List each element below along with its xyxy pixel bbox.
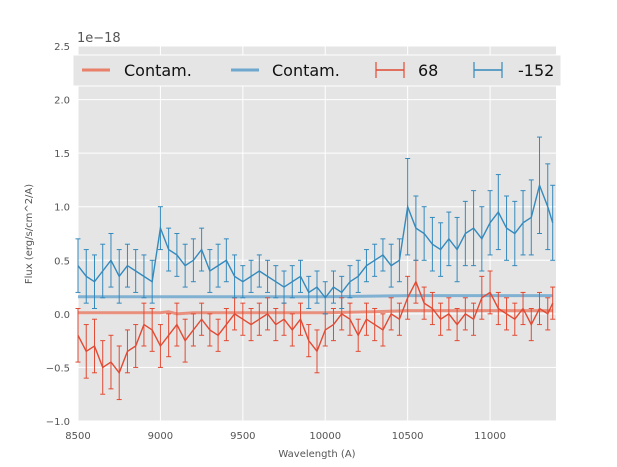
x-tick-label: 10500 [392, 431, 424, 442]
legend-label: -152 [518, 61, 554, 80]
x-tick-label: 11000 [474, 431, 506, 442]
series-line [77, 280, 554, 375]
y-tick-label: 0.0 [54, 310, 70, 321]
legend-label: 68 [418, 61, 438, 80]
y-tick-label: 0.5 [54, 256, 70, 267]
y-offset-label: 1e−18 [77, 31, 121, 46]
legend-label: Contam. [124, 61, 192, 80]
y-tick-label: 2.5 [54, 42, 70, 53]
series-line [77, 182, 554, 299]
legend: Contam. Contam. 68 -152 [72, 54, 562, 87]
legend-label: Contam. [272, 61, 340, 80]
x-tick-labels: 8500 9000 9500 10000 10500 11000 [65, 431, 506, 442]
y-tick-label: −1.0 [46, 417, 70, 428]
series-group [75, 259, 556, 401]
x-tick-label: 8500 [65, 431, 90, 442]
x-tick-label: 9500 [230, 431, 255, 442]
x-tick-label: 9000 [148, 431, 173, 442]
x-axis-label: Wavelength (A) [278, 449, 355, 460]
series-group [75, 136, 556, 315]
data-series [75, 136, 556, 401]
x-tick-label: 10000 [309, 431, 341, 442]
y-tick-label: 2.0 [54, 96, 70, 107]
y-tick-labels: −1.0 −0.5 0.0 0.5 1.0 1.5 2.0 2.5 [46, 42, 70, 428]
y-tick-label: 1.0 [54, 203, 70, 214]
y-axis-label: Flux (erg/s/cm^2/A) [24, 184, 35, 284]
y-tick-label: 1.5 [54, 149, 70, 160]
y-tick-label: −0.5 [46, 363, 70, 374]
